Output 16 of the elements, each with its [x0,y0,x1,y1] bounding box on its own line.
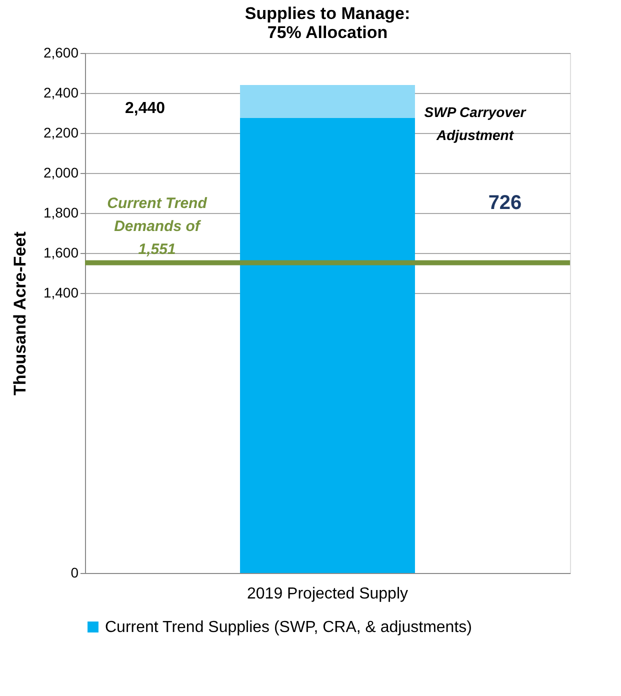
chart-title: Supplies to Manage: 75% Allocation [244,4,410,42]
legend-label: Current Trend Supplies (SWP, CRA, & adjustments) [105,619,472,636]
x-tick-label: 2019 Projected Supply [247,586,408,602]
y-tick-label: 0 [70,564,79,580]
y-tick-label: 1,800 [43,204,79,220]
annotation: SWP Carryover Adjustment [424,104,528,143]
y-tick-label: 2,600 [43,44,79,60]
y-tick-label: 2,000 [43,164,79,180]
annotation: 726 [488,192,522,214]
y-tick-label: 1,600 [43,244,79,260]
annotation: 2,440 [124,100,166,117]
y-tick-label: 2,400 [43,84,79,100]
y-axis-title: Thousand Acre-Feet [10,231,30,396]
y-tick-label: 1,400 [43,284,79,300]
ref-line-label: Current Trend Demands of 1,551 [107,194,208,258]
y-tick-label: 2,200 [43,124,79,140]
